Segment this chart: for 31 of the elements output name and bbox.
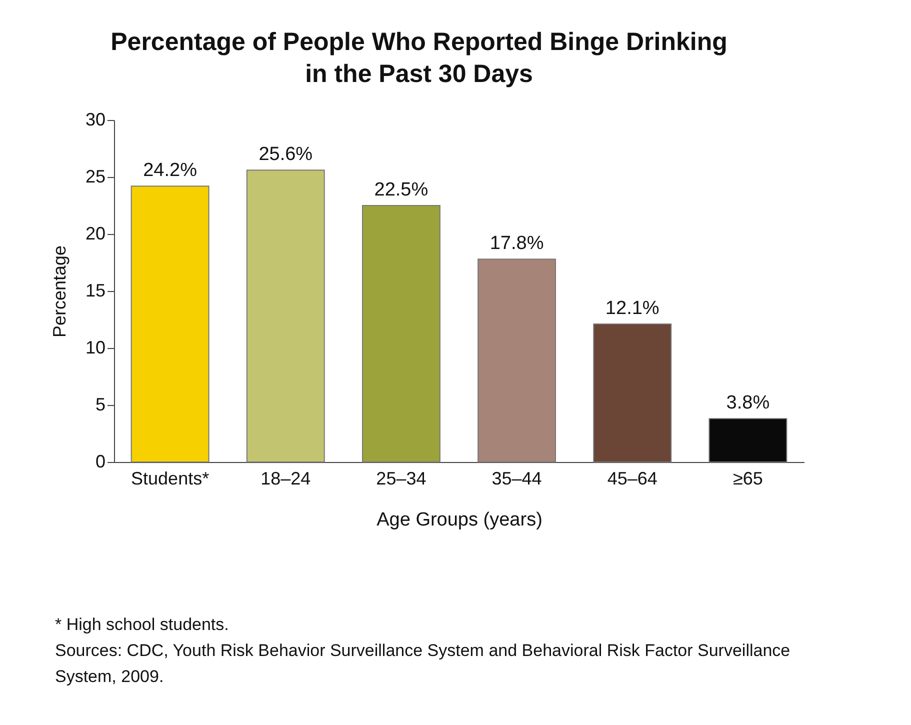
bar [478,258,556,462]
x-tick-label: 25–34 [376,468,426,488]
y-tick-label: 5 [95,394,106,414]
data-label: 22.5% [374,180,428,200]
y-tick-label: 25 [85,166,106,186]
y-tick-label: 15 [85,280,106,300]
x-tick-label: Students* [131,468,210,488]
y-tick-label: 0 [95,452,106,472]
x-axis-title: Age Groups (years) [376,510,542,530]
source-note: Sources: CDC, Youth Risk Behavior Surveillance System and Behavioral Risk Factor Surveillance System, 2009. [55,640,792,688]
y-tick-label: 20 [85,224,106,244]
x-tick-label: 35–44 [492,468,542,488]
data-label: 25.6% [258,144,313,166]
data-label: 3.8% [726,392,770,414]
x-tick-label: ≥65 [732,468,763,488]
x-tick-label: 45–64 [607,468,658,488]
bar [708,418,788,462]
y-tick-label: 10 [85,338,106,358]
x-tick-label: 18–24 [260,468,311,488]
bar [246,170,325,462]
data-label: 24.2% [143,160,198,182]
text: in the Past 30 Days [305,60,533,88]
text: Percentage of People Who Reported Binge Drinking [110,28,728,56]
bar [362,205,440,462]
y-axis-title: Percentage [49,245,70,338]
y-tick-label: 30 [85,110,106,130]
text: * High school students. [55,614,230,636]
bar [130,186,210,462]
data-label: 17.8% [490,233,544,254]
data-label: 12.1% [605,298,660,320]
bar [593,324,672,462]
